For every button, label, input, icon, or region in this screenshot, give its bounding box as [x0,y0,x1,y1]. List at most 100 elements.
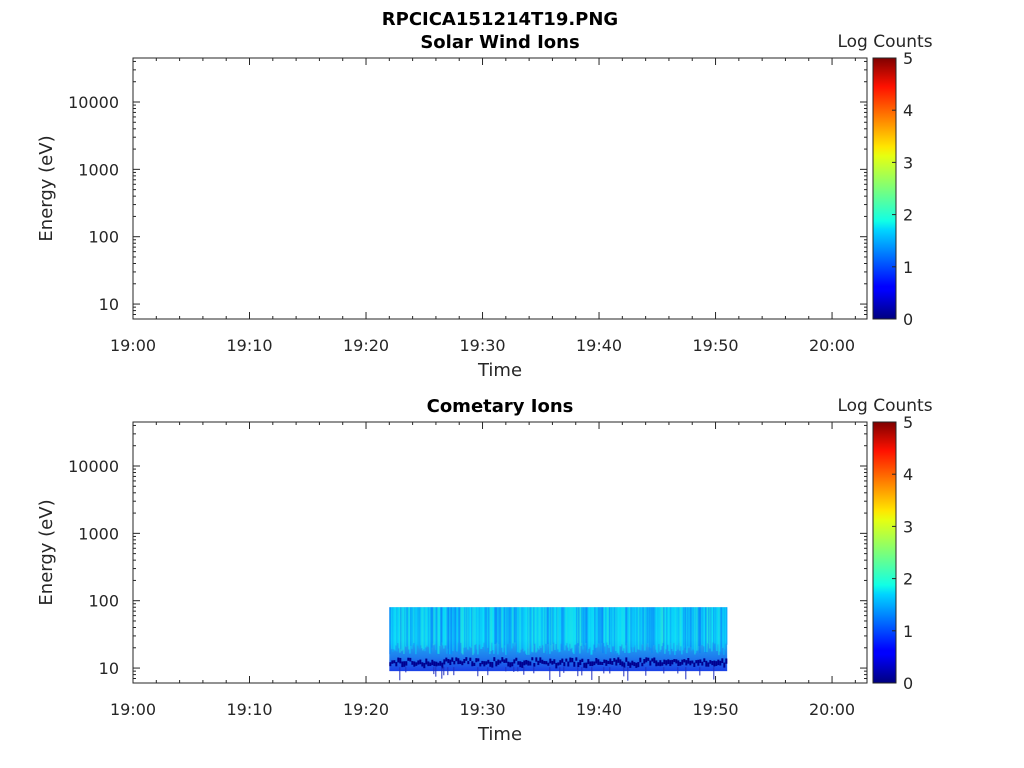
data-streak [422,607,424,651]
data-spike [433,667,435,675]
data-streak [512,607,514,644]
data-streak [653,607,655,645]
colorbar-frame [872,421,897,684]
data-streak [403,607,405,654]
data-streak [572,607,574,653]
data-edge [575,657,578,661]
data-edge [623,662,626,668]
x-axis-label: Time [477,360,522,381]
data-streak [463,607,465,648]
colorbar-tick-label: 3 [903,153,913,172]
data-streak [618,607,620,655]
data-streak [577,607,579,644]
data-streak [533,607,535,646]
data-edge [715,661,718,666]
data-edge [525,659,528,665]
data-streak [615,607,617,652]
data-streak [553,607,555,643]
data-edge [391,660,394,664]
data-spike [517,667,519,672]
data-streak [708,607,710,643]
data-streak [539,607,541,646]
x-axis-label: Time [477,724,522,745]
data-streak [710,607,712,650]
data-edge [681,659,684,665]
data-streak [640,607,642,651]
data-streak [389,607,391,655]
data-edge [645,657,648,663]
data-streak [434,607,436,645]
data-streak [563,607,565,646]
data-streak [501,607,503,648]
data-edge [429,662,432,667]
data-edge [421,662,424,667]
data-edge [725,658,728,664]
data-streak [697,607,699,651]
data-streak [551,607,553,652]
data-edge [545,661,548,665]
data-streak [518,607,520,654]
data-streak [424,607,426,652]
colorbar-label: Log Counts [837,32,932,52]
data-streak [614,607,616,654]
data-streak [425,607,427,648]
data-edge [587,659,590,665]
data-edge [395,662,398,667]
data-spike [563,667,565,673]
data-edge [559,660,562,665]
data-streak [441,607,443,643]
data-spike [447,667,449,676]
data-streak [573,607,575,654]
data-edge [441,662,444,669]
data-spike [441,667,443,679]
data-streak [509,607,511,644]
data-edge [617,657,620,663]
data-streak [557,607,559,650]
x-tick-label: 19:20 [343,336,389,355]
data-spike [523,667,525,675]
data-streak [467,607,469,650]
y-tick-label: 10 [99,659,119,678]
data-streak [392,607,394,652]
data-edge [483,661,486,667]
data-streak [426,607,428,646]
data-streak [687,607,689,647]
data-streak [701,607,703,646]
data-streak [506,607,508,655]
colorbar-tick-label: 4 [903,465,913,484]
data-edge [407,657,410,661]
data-streak [502,607,504,653]
data-streak [543,607,545,653]
y-tick-label: 1000 [78,160,119,179]
data-streak [405,607,407,647]
data-streak [507,607,509,644]
data-spike [549,667,551,681]
data-streak [431,607,433,648]
data-streak [537,607,539,649]
data-streak [497,607,499,655]
data-streak [457,607,459,643]
data-streak [525,607,527,654]
data-edge [409,657,412,662]
data-edge [579,659,582,666]
data-edge [523,660,526,666]
data-edge [485,661,488,665]
data-edge [605,659,608,666]
data-spike [609,667,611,674]
data-edge [649,660,652,666]
data-streak [678,607,680,643]
data-edge [691,660,694,664]
data-streak [686,607,688,654]
data-streak [725,607,727,644]
data-edge [515,657,518,661]
data-streak [493,607,495,654]
data-edge [435,661,438,667]
colorbar-tick-label: 5 [903,413,913,432]
data-edge [549,658,552,664]
data-streak [483,607,485,643]
data-streak [417,607,419,647]
y-axis-label: Energy (eV) [36,135,57,241]
data-streak [706,607,708,653]
data-streak [723,607,725,655]
data-streak [616,607,618,654]
